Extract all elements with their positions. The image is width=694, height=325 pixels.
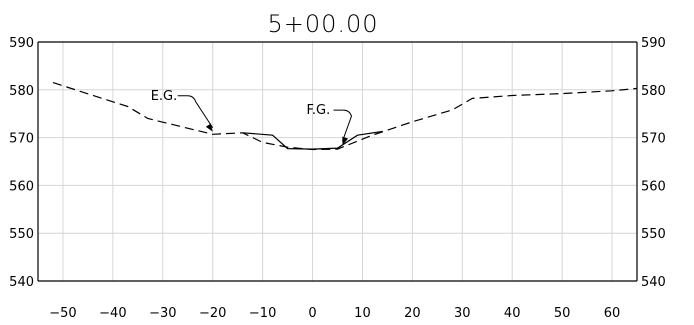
x-tick-label: 10 (354, 306, 371, 321)
series-line-fg (242, 130, 383, 150)
annotation-leader (177, 95, 214, 129)
chart-title: 5+00.00 (267, 10, 378, 38)
x-tick-label: 40 (504, 306, 521, 321)
annotation-label: E.G. (151, 89, 178, 104)
x-tick-label: 30 (454, 306, 471, 321)
y-tick-label-right: 560 (641, 179, 666, 194)
series-line-eg (52, 82, 638, 151)
series-group (52, 82, 638, 151)
annotations: E.G. F.G. (151, 89, 353, 146)
axes (37, 41, 638, 282)
grid (38, 41, 637, 282)
x-tick-label: 20 (404, 306, 421, 321)
annotation-leader (333, 109, 353, 142)
x-tick-label: 50 (554, 306, 571, 321)
y-tick-label-right: 590 (641, 36, 666, 51)
annotation-label: F.G. (306, 103, 330, 118)
x-tick-label: 60 (604, 306, 621, 321)
arrow-head-icon (205, 123, 213, 132)
x-tick-label: −30 (149, 306, 176, 321)
y-tick-label-right: 540 (641, 275, 666, 290)
arrow-head-icon (342, 136, 349, 146)
y-tick-label-left: 560 (9, 179, 34, 194)
y-tick-label-right: 580 (641, 84, 666, 99)
y-tick-label-left: 550 (9, 227, 34, 242)
x-tick-label: −20 (199, 306, 226, 321)
x-tick-label: −10 (249, 306, 276, 321)
y-tick-label-left: 540 (9, 275, 34, 290)
y-tick-label-left: 570 (9, 132, 34, 147)
tick-labels: −50 −40 −30 −20 −10 0 10 20 30 40 50 60 540 540 550 550… (9, 36, 666, 321)
x-tick-label: 0 (308, 306, 316, 321)
x-tick-label: −40 (99, 306, 126, 321)
y-tick-label-right: 550 (641, 227, 666, 242)
x-tick-label: −50 (49, 306, 76, 321)
y-tick-label-right: 570 (641, 132, 666, 147)
y-tick-label-left: 590 (9, 36, 34, 51)
y-tick-label-left: 580 (9, 84, 34, 99)
